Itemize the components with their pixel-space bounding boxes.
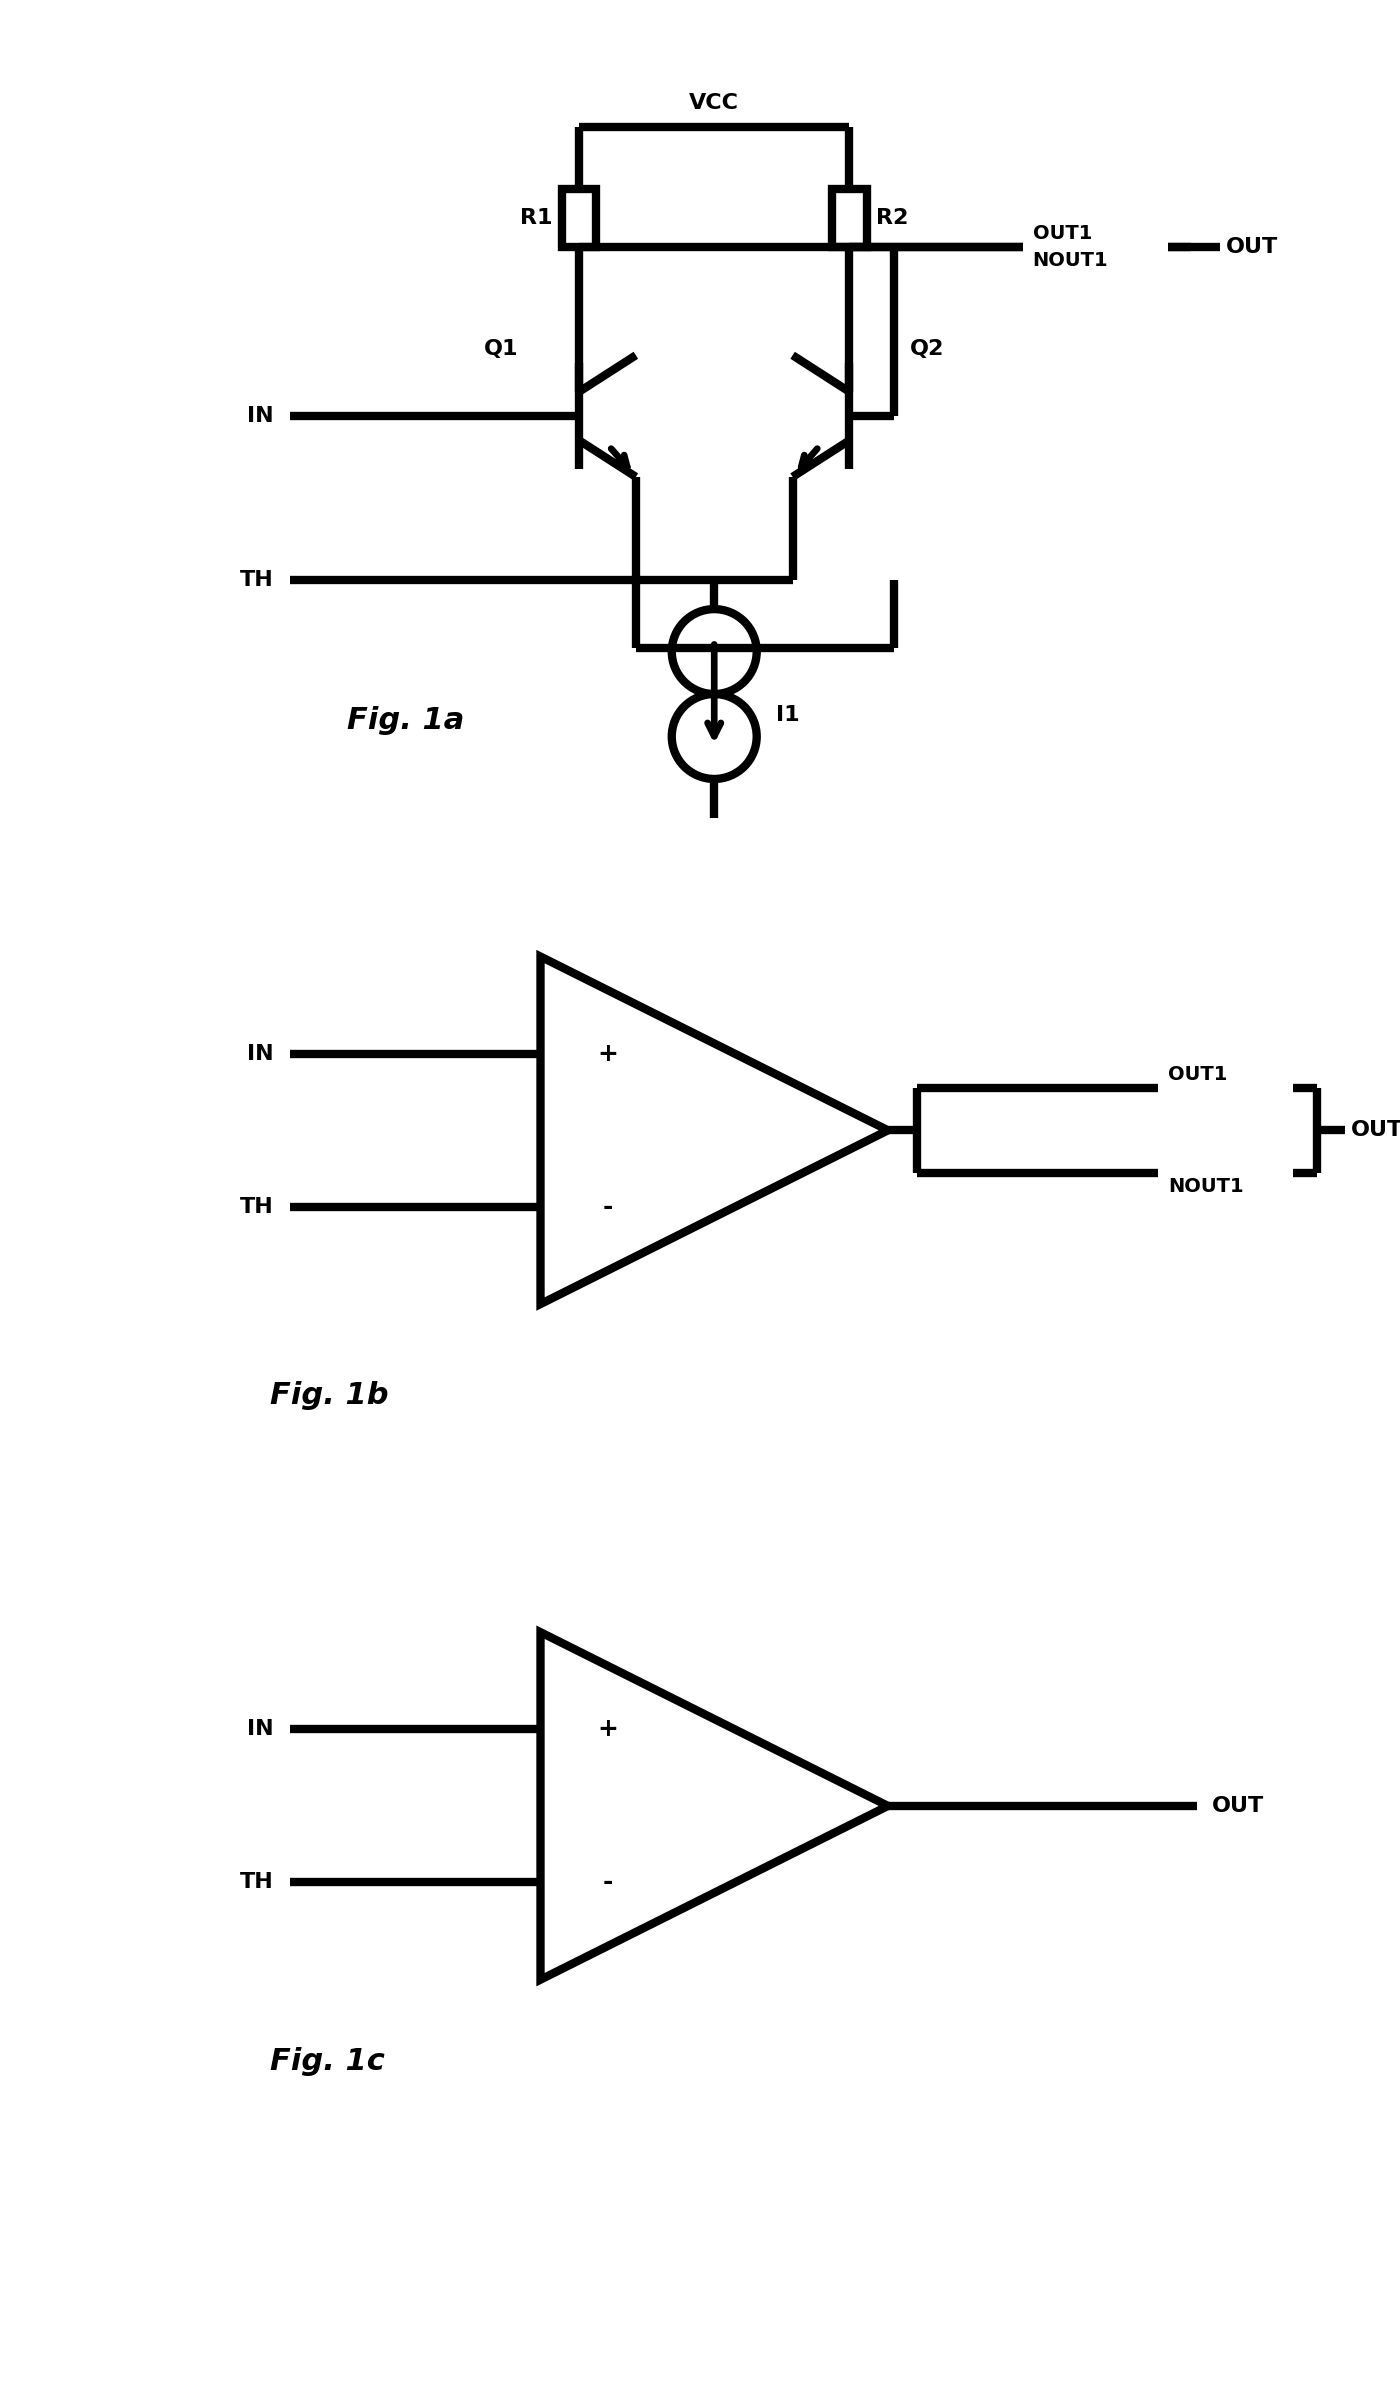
Text: VCC: VCC: [689, 93, 739, 112]
Bar: [561, 189, 596, 248]
Text: Fig. 1b: Fig. 1b: [270, 1380, 389, 1411]
Text: OUT: OUT: [1351, 1120, 1400, 1141]
Bar: [832, 189, 867, 248]
Text: +: +: [598, 1717, 619, 1741]
Text: TH: TH: [241, 1196, 274, 1218]
Text: OUT1: OUT1: [1033, 224, 1092, 244]
Text: +: +: [598, 1041, 619, 1065]
Text: TH: TH: [241, 571, 274, 590]
Text: OUT: OUT: [1212, 1796, 1264, 1815]
Text: R2: R2: [876, 208, 909, 229]
Text: R1: R1: [519, 208, 552, 229]
Text: Q1: Q1: [484, 339, 518, 358]
Text: IN: IN: [248, 1044, 274, 1065]
Text: NOUT1: NOUT1: [1033, 251, 1109, 270]
Text: OUT: OUT: [1226, 236, 1278, 258]
Text: IN: IN: [248, 1719, 274, 1738]
Text: I1: I1: [776, 704, 799, 726]
Text: IN: IN: [248, 406, 274, 425]
Text: Fig. 1a: Fig. 1a: [347, 704, 465, 736]
Text: Q2: Q2: [910, 339, 945, 358]
Text: -: -: [603, 1194, 613, 1218]
Text: -: -: [603, 1870, 613, 1894]
Text: NOUT1: NOUT1: [1168, 1177, 1243, 1196]
Text: OUT1: OUT1: [1168, 1065, 1228, 1084]
Text: Fig. 1c: Fig. 1c: [270, 2047, 385, 2075]
Text: TH: TH: [241, 1872, 274, 1891]
